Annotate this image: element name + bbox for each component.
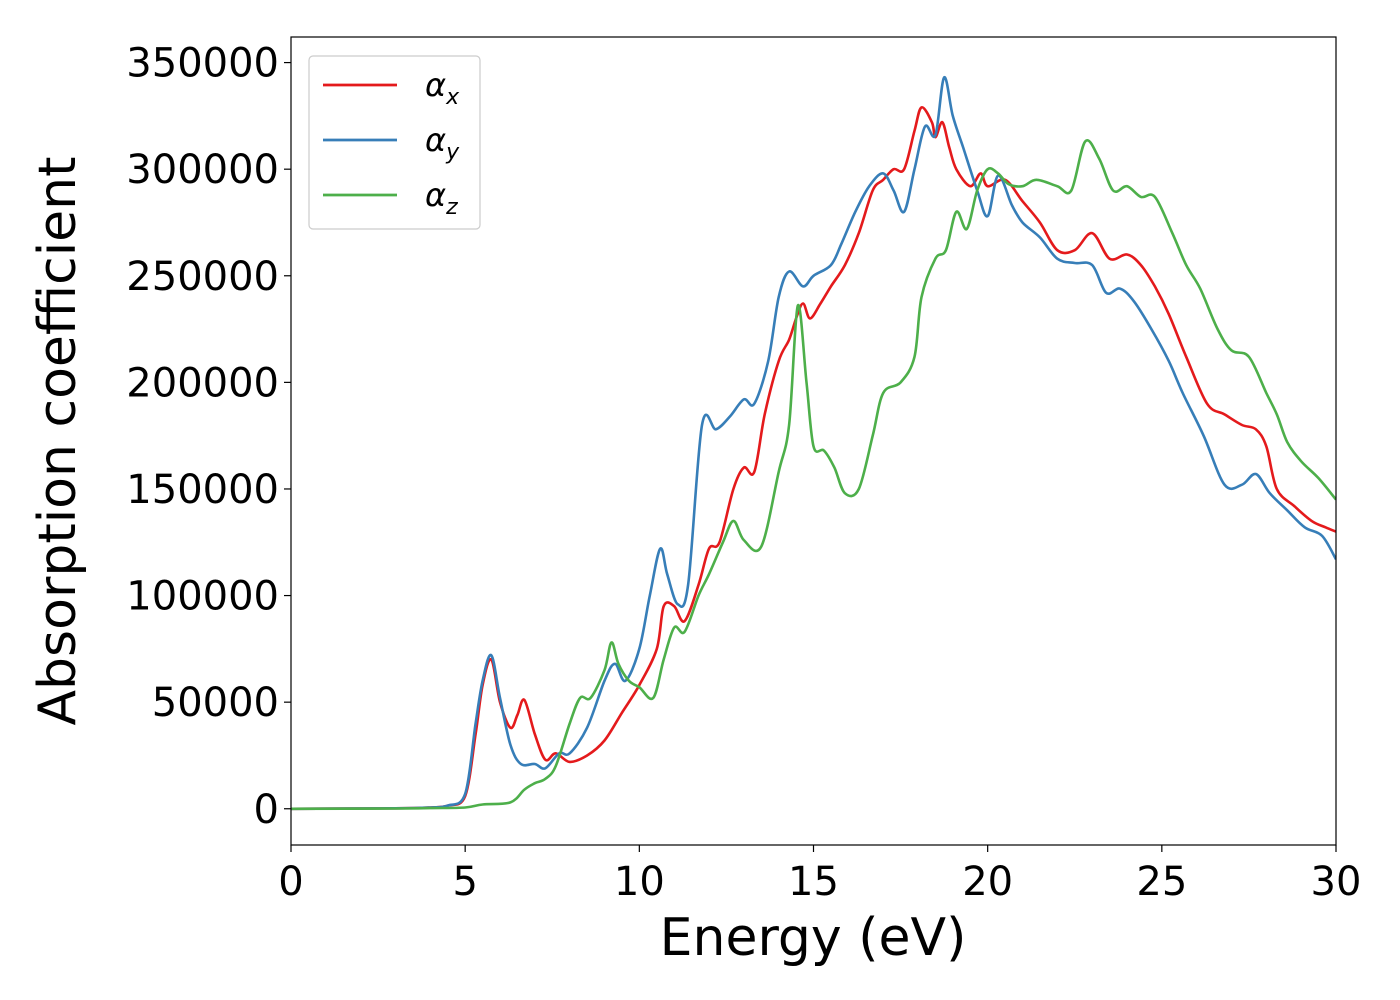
x-tick-label: 5 — [452, 859, 477, 905]
series-line-x — [291, 106, 1336, 811]
legend-label-x: αx — [425, 66, 460, 110]
series-line-z — [291, 139, 1336, 811]
x-axis-ticks: 0 5 10 15 20 25 30 — [278, 845, 1361, 905]
series-layer — [291, 76, 1336, 811]
y-tick-label: 200000 — [126, 360, 279, 406]
legend-label-y: αy — [425, 121, 460, 165]
x-tick-label: 0 — [278, 859, 303, 905]
y-tick-label: 0 — [254, 787, 279, 833]
y-tick-label: 300000 — [126, 147, 279, 193]
y-tick-label: 50000 — [152, 680, 279, 726]
y-tick-label: 100000 — [126, 574, 279, 620]
x-tick-label: 30 — [1311, 859, 1362, 905]
y-tick-label: 250000 — [126, 254, 279, 300]
x-tick-label: 25 — [1136, 859, 1187, 905]
y-axis-label: Absorption coefficient — [28, 156, 88, 725]
x-tick-label: 20 — [962, 859, 1013, 905]
series-line-y — [291, 76, 1336, 811]
x-tick-label: 15 — [788, 859, 839, 905]
x-tick-label: 10 — [614, 859, 665, 905]
legend-label-z: αz — [425, 176, 458, 220]
y-tick-label: 150000 — [126, 467, 279, 513]
legend: αx αy αz — [308, 55, 481, 230]
x-axis-label: Energy (eV) — [660, 908, 967, 968]
y-axis-ticks: 0 50000 100000 150000 200000 250000 300000 3500… — [126, 41, 291, 833]
y-tick-label: 350000 — [126, 41, 279, 87]
legend-box — [308, 55, 481, 230]
